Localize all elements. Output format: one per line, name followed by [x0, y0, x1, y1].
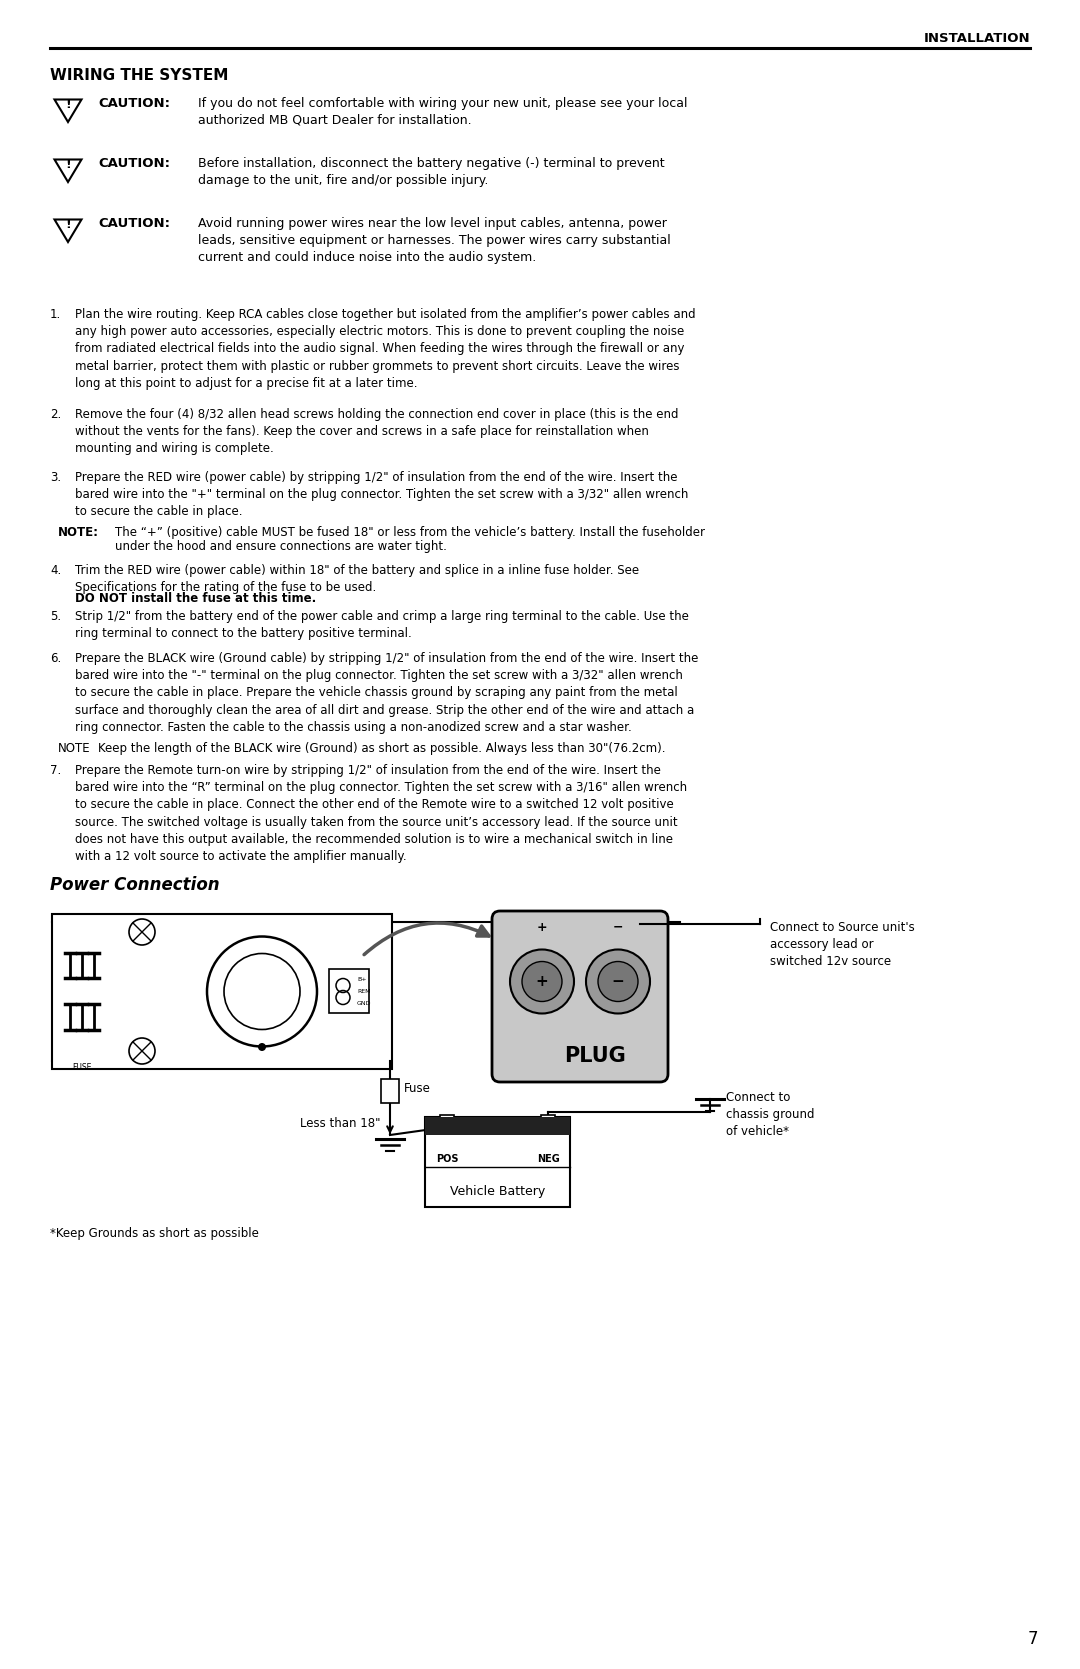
Text: Before installation, disconnect the battery negative (-) terminal to prevent
dam: Before installation, disconnect the batt… — [198, 157, 664, 187]
Bar — [381, 1078, 399, 1103]
Text: If you do not feel comfortable with wiring your new unit, please see your local
: If you do not feel comfortable with wiri… — [198, 97, 688, 127]
Bar — [329, 970, 369, 1013]
Bar — [541, 1115, 555, 1127]
Text: 7.: 7. — [50, 764, 62, 778]
Text: FUSE: FUSE — [72, 1063, 92, 1071]
Text: CAUTION:: CAUTION: — [98, 217, 170, 230]
Text: PLUG: PLUG — [564, 1046, 626, 1066]
Circle shape — [258, 1043, 266, 1051]
Text: CAUTION:: CAUTION: — [98, 97, 170, 110]
Circle shape — [510, 950, 573, 1013]
Bar — [426, 1117, 570, 1135]
Text: The “+” (positive) cable MUST be fused 18" or less from the vehicle’s battery. I: The “+” (positive) cable MUST be fused 1… — [114, 526, 705, 539]
Text: !: ! — [65, 219, 71, 232]
Text: Prepare the Remote turn-on wire by stripping 1/2" of insulation from the end of : Prepare the Remote turn-on wire by strip… — [75, 764, 687, 863]
FancyBboxPatch shape — [492, 911, 669, 1082]
Text: 6.: 6. — [50, 653, 62, 664]
Text: !: ! — [65, 159, 71, 172]
Text: 5.: 5. — [50, 609, 62, 623]
Text: Strip 1/2" from the battery end of the power cable and crimp a large ring termin: Strip 1/2" from the battery end of the p… — [75, 609, 689, 641]
Text: REM: REM — [357, 990, 370, 995]
Text: 4.: 4. — [50, 564, 62, 577]
Circle shape — [586, 950, 650, 1013]
Text: !: ! — [65, 98, 71, 112]
Text: Less than 18": Less than 18" — [299, 1117, 380, 1130]
Bar — [426, 1117, 570, 1207]
Text: +: + — [536, 975, 549, 990]
Text: 3.: 3. — [50, 471, 62, 484]
Text: NOTE:: NOTE: — [58, 526, 99, 539]
Text: Remove the four (4) 8/32 allen head screws holding the connection end cover in p: Remove the four (4) 8/32 allen head scre… — [75, 407, 678, 456]
Text: Power Connection: Power Connection — [50, 876, 219, 895]
Text: Prepare the RED wire (power cable) by stripping 1/2" of insulation from the end : Prepare the RED wire (power cable) by st… — [75, 471, 688, 519]
Text: −: − — [612, 921, 623, 933]
Text: GND: GND — [357, 1001, 372, 1006]
Text: INSTALLATION: INSTALLATION — [923, 32, 1030, 45]
Text: B+: B+ — [357, 976, 366, 981]
Text: Plan the wire routing. Keep RCA cables close together but isolated from the ampl: Plan the wire routing. Keep RCA cables c… — [75, 309, 696, 391]
Bar — [440, 1115, 454, 1127]
Text: DO NOT install the fuse at this time.: DO NOT install the fuse at this time. — [75, 592, 316, 604]
Text: −: − — [611, 975, 624, 990]
Text: Prepare the BLACK wire (Ground cable) by stripping 1/2" of insulation from the e: Prepare the BLACK wire (Ground cable) by… — [75, 653, 699, 734]
Circle shape — [598, 961, 638, 1001]
Text: Vehicle Battery: Vehicle Battery — [450, 1185, 545, 1198]
Text: Avoid running power wires near the low level input cables, antenna, power
leads,: Avoid running power wires near the low l… — [198, 217, 671, 264]
Text: NOTE: NOTE — [58, 743, 91, 754]
Text: −: − — [543, 1138, 553, 1152]
Text: 1.: 1. — [50, 309, 62, 320]
Text: CAUTION:: CAUTION: — [98, 157, 170, 170]
Circle shape — [522, 961, 562, 1001]
Text: NEG: NEG — [537, 1153, 559, 1163]
Text: 2.: 2. — [50, 407, 62, 421]
Text: +: + — [442, 1138, 453, 1152]
Bar — [52, 915, 392, 1070]
FancyArrowPatch shape — [364, 923, 489, 955]
Text: Keep the length of the BLACK wire (Ground) as short as possible. Always less tha: Keep the length of the BLACK wire (Groun… — [98, 743, 665, 754]
Text: POS: POS — [435, 1153, 458, 1163]
Text: Connect to Source unit's
accessory lead or
switched 12v source: Connect to Source unit's accessory lead … — [770, 921, 915, 968]
Text: *Keep Grounds as short as possible: *Keep Grounds as short as possible — [50, 1227, 259, 1240]
Text: +: + — [537, 921, 548, 933]
Text: 7: 7 — [1027, 1631, 1038, 1647]
Text: under the hood and ensure connections are water tight.: under the hood and ensure connections ar… — [114, 541, 447, 552]
Text: Fuse: Fuse — [404, 1083, 431, 1095]
Text: Connect to
chassis ground
of vehicle*: Connect to chassis ground of vehicle* — [726, 1092, 814, 1138]
Text: WIRING THE SYSTEM: WIRING THE SYSTEM — [50, 68, 228, 83]
Text: Trim the RED wire (power cable) within 18" of the battery and splice in a inline: Trim the RED wire (power cable) within 1… — [75, 564, 639, 594]
